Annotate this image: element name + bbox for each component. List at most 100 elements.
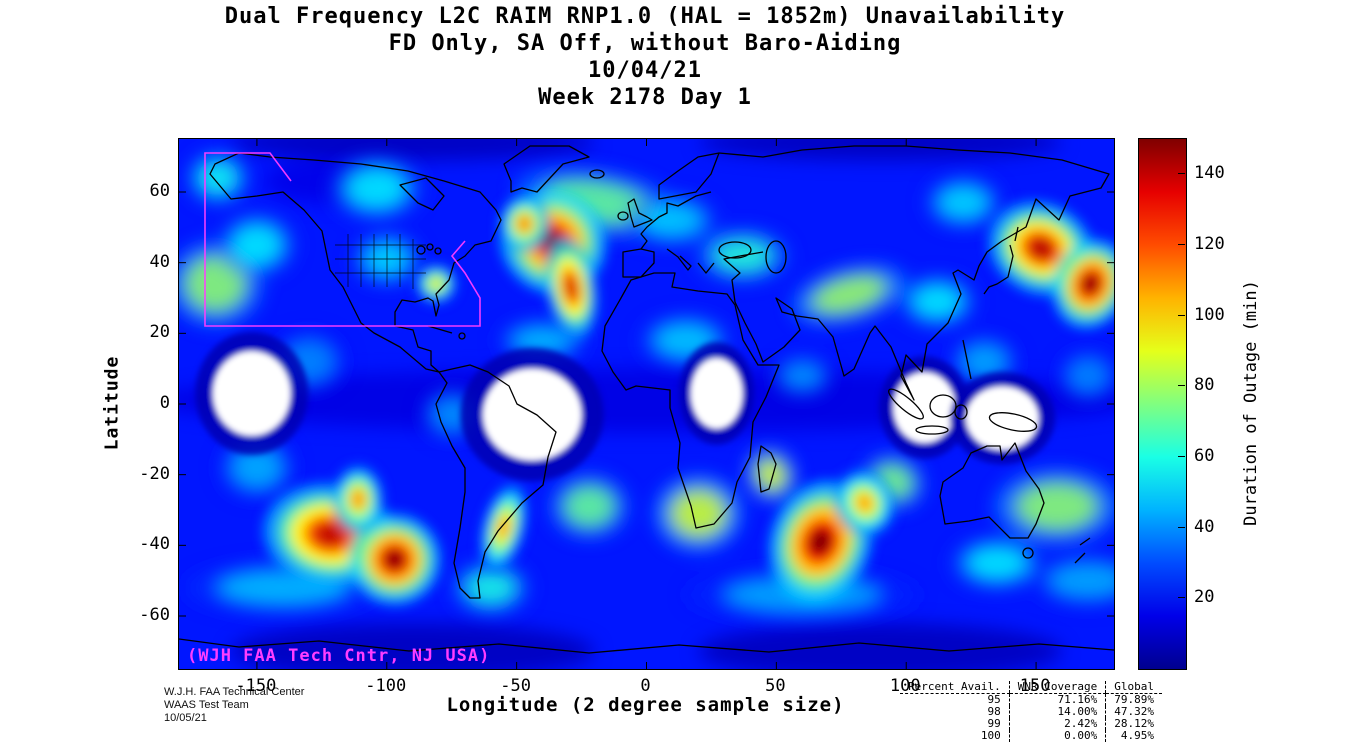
great-lakes <box>434 247 442 255</box>
coast-tasmania <box>1022 547 1034 559</box>
colorbar-tick-mark <box>1178 597 1185 599</box>
stats-cell: 71.16% <box>1008 693 1106 706</box>
figure-title-block: Dual Frequency L2C RAIM RNP1.0 (HAL = 18… <box>10 3 1280 111</box>
stats-cell: 28.12% <box>1105 718 1162 730</box>
coast-java <box>915 425 949 435</box>
x-tick-label: -150 <box>235 676 277 696</box>
coast-hispaniola <box>458 332 466 340</box>
caspian-sea <box>765 240 787 274</box>
colorbar-tick-label: 40 <box>1194 516 1215 537</box>
stats-row: 98 14.00% 47.32% <box>900 706 1162 718</box>
coast-north-america <box>209 152 502 373</box>
coast-cuba <box>427 325 453 334</box>
stats-cell: 100 <box>980 729 1001 742</box>
coast-new-zealand <box>1074 537 1091 564</box>
stats-cell: 14.00% <box>1008 706 1106 718</box>
y-tick-label: 40 <box>149 251 170 272</box>
x-tick-label: 150 <box>1019 676 1051 696</box>
availability-table: Percent Avail. WNR Coverage Global 95 71.… <box>900 681 1162 742</box>
colorbar-tick-label: 60 <box>1194 446 1215 466</box>
us-state-borders <box>335 234 426 289</box>
stats-header-percent-avail: Percent Avail. <box>900 681 1010 694</box>
colorbar-tick-label: 100 <box>1194 304 1225 325</box>
stats-cell: 95 <box>987 693 1001 706</box>
colorbar <box>1138 138 1187 670</box>
colorbar-gradient <box>1139 139 1186 669</box>
y-tick-label: -60 <box>139 605 170 625</box>
x-tick-label: -50 <box>500 676 531 696</box>
coast-west-europe <box>640 191 712 250</box>
coast-sakhalin <box>1014 226 1019 242</box>
colorbar-tick-label: 80 <box>1194 375 1215 396</box>
stats-row: 100 0.00% 4.95% <box>900 730 1162 742</box>
stats-header-wnr-coverage: WNR Coverage <box>1008 681 1106 694</box>
coast-britain <box>627 198 653 228</box>
coast-madagascar <box>757 445 777 493</box>
colorbar-tick-label: 20 <box>1194 587 1215 608</box>
x-tick-label: 50 <box>765 676 786 696</box>
coast-sulawesi <box>954 404 968 420</box>
footer-credit: W.J.H. FAA Technical Center WAAS Test Te… <box>164 686 304 725</box>
coast-asia <box>718 145 1110 401</box>
stats-header-row: Percent Avail. WNR Coverage Global <box>900 681 1162 694</box>
coast-hudson-bay <box>399 177 445 211</box>
colorbar-tick-mark <box>1178 385 1185 387</box>
colorbar-tick-label: 120 <box>1194 234 1225 254</box>
zero-outage-layer <box>195 331 1056 482</box>
coast-greenland <box>503 145 590 193</box>
x-tick-label: 100 <box>889 676 921 696</box>
coast-borneo <box>929 394 957 418</box>
title-line-1: Dual Frequency L2C RAIM RNP1.0 (HAL = 18… <box>224 4 1066 29</box>
coast-sumatra <box>888 388 924 420</box>
stats-cell: 47.32% <box>1105 706 1162 718</box>
x-tick-label: -100 <box>365 676 407 696</box>
y-tick-label: -20 <box>139 463 170 484</box>
colorbar-axis-label: Duration of Outage (min) <box>1241 280 1261 526</box>
y-tick-label: 20 <box>149 322 170 343</box>
coast-philippines <box>962 339 972 380</box>
footer-line-1: W.J.H. FAA Technical Center <box>164 686 305 698</box>
great-lakes <box>426 243 434 251</box>
coast-australia <box>939 442 1045 539</box>
colorbar-tick-mark <box>1178 314 1185 316</box>
stats-cell: 98 <box>987 705 1001 718</box>
coast-japan <box>983 244 1014 295</box>
stats-row: 99 2.42% 28.12% <box>900 718 1162 730</box>
outage-heatmap <box>179 139 1114 669</box>
colorbar-tick-label: 140 <box>1194 163 1225 184</box>
x-tick-label: 0 <box>640 676 651 696</box>
coast-italy <box>666 248 692 271</box>
colorbar-tick-mark <box>1178 244 1185 245</box>
x-axis-label: Longitude (2 degree sample size) <box>446 694 845 716</box>
stats-cell: 99 <box>987 717 1001 730</box>
colorbar-tick-mark <box>1178 173 1185 175</box>
title-line-4: Week 2178 Day 1 <box>538 85 752 110</box>
hotspot-regions-layer <box>263 189 1114 605</box>
great-lakes <box>416 245 426 255</box>
title-line-3: 10/04/21 <box>588 58 702 83</box>
colorbar-tick-mark <box>1178 526 1185 528</box>
coast-greece <box>697 262 715 274</box>
coast-iceland <box>589 169 605 179</box>
footer-line-2: WAAS Test Team <box>164 699 249 711</box>
stats-cell: 79.89% <box>1105 693 1162 706</box>
y-tick-label: 0 <box>159 393 170 413</box>
coastlines <box>179 145 1114 654</box>
black-sea <box>718 241 752 259</box>
coast-ireland <box>617 211 629 221</box>
coast-new-guinea <box>988 412 1038 432</box>
stats-cell: 4.95% <box>1105 730 1162 742</box>
waas-coverage-outline <box>204 152 481 327</box>
footer-line-3: 10/05/21 <box>164 712 207 724</box>
coast-africa <box>601 272 780 529</box>
coast-antarctica <box>179 638 1114 654</box>
map-credit: (WJH FAA Tech Cntr, NJ USA) <box>187 646 491 666</box>
stats-cell: 2.42% <box>1008 718 1106 730</box>
axis-tick-marks <box>179 139 1114 669</box>
stats-row: 95 71.16% 79.89% <box>900 693 1162 706</box>
y-tick-label: 60 <box>149 181 170 201</box>
map-plot-area: (WJH FAA Tech Cntr, NJ USA) <box>178 138 1115 670</box>
y-tick-label: -40 <box>139 534 170 555</box>
colorbar-tick-mark <box>1178 456 1185 457</box>
